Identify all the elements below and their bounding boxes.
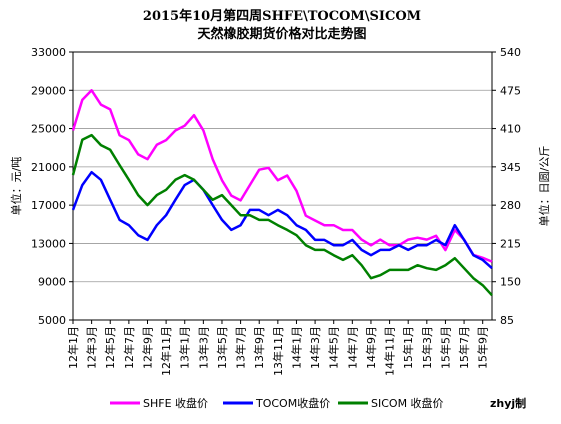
- chart-subtitle: 天然橡胶期货价格对比走势图: [197, 26, 366, 42]
- y2-tick-label: 475: [500, 84, 521, 97]
- series-line: [71, 133, 493, 297]
- y-tick-label: 9000: [38, 276, 66, 289]
- x-tick-label: 14年5月: [327, 326, 341, 369]
- x-tick-label: 12年7月: [122, 326, 136, 369]
- plot-frame: [72, 51, 493, 321]
- x-tick-label: 15年5月: [438, 326, 452, 369]
- y-tick-label: 17000: [31, 199, 66, 212]
- x-tick-label: 13年3月: [196, 326, 210, 369]
- y-tick-label: 29000: [31, 84, 66, 97]
- x-tick-label: 12年1月: [66, 326, 80, 369]
- y-tick-label: 5000: [38, 314, 66, 327]
- x-tick-label: 15年3月: [420, 326, 434, 369]
- y-tick-label: 25000: [31, 123, 66, 136]
- y-tick-label: 13000: [31, 237, 66, 250]
- legend-label: SICOM 收盘价: [371, 396, 444, 410]
- x-tick-label: 12年11月: [159, 326, 173, 376]
- legend-label: TOCOM收盘价: [255, 396, 330, 410]
- x-tick-label: 14年1月: [289, 326, 303, 369]
- y-tick-label: 21000: [31, 161, 66, 174]
- x-tick-label: 15年7月: [457, 326, 471, 369]
- x-tick-label: 15年1月: [401, 326, 415, 369]
- y2-tick-label: 410: [500, 123, 521, 136]
- y2-tick-label: 540: [500, 46, 521, 59]
- x-tick-label: 14年7月: [345, 326, 359, 369]
- x-tick-label: 13年7月: [234, 326, 248, 369]
- x-tick-label: 13年5月: [215, 326, 229, 369]
- x-tick-label: 15年9月: [476, 326, 490, 369]
- y2-axis-title: 单位：日圆/公斤: [537, 146, 551, 227]
- x-tick-label: 14年3月: [308, 326, 322, 369]
- x-tick-label: 12年9月: [140, 326, 154, 369]
- series-line: [71, 170, 493, 270]
- annotation: zhyj制: [490, 396, 526, 410]
- y-tick-label: 33000: [31, 46, 66, 59]
- y2-tick-label: 280: [500, 199, 521, 212]
- series-line: [71, 89, 493, 263]
- y2-tick-label: 85: [500, 314, 514, 327]
- y2-tick-label: 345: [500, 161, 521, 174]
- chart-title: 2015年10月第四周SHFE\TOCOM\SICOM: [143, 8, 421, 24]
- x-tick-label: 13年1月: [178, 326, 192, 369]
- y2-tick-label: 150: [500, 276, 521, 289]
- y-axis-title: 单位：元/吨: [9, 157, 23, 216]
- y2-tick-label: 215: [500, 237, 521, 250]
- x-tick-label: 14年9月: [364, 326, 378, 369]
- legend-label: SHFE 收盘价: [143, 396, 208, 410]
- x-tick-label: 14年11月: [383, 326, 397, 376]
- x-tick-label: 13年11月: [271, 326, 285, 376]
- x-tick-label: 12年3月: [85, 326, 99, 369]
- x-tick-label: 12年5月: [103, 326, 117, 369]
- x-tick-label: 13年9月: [252, 326, 266, 369]
